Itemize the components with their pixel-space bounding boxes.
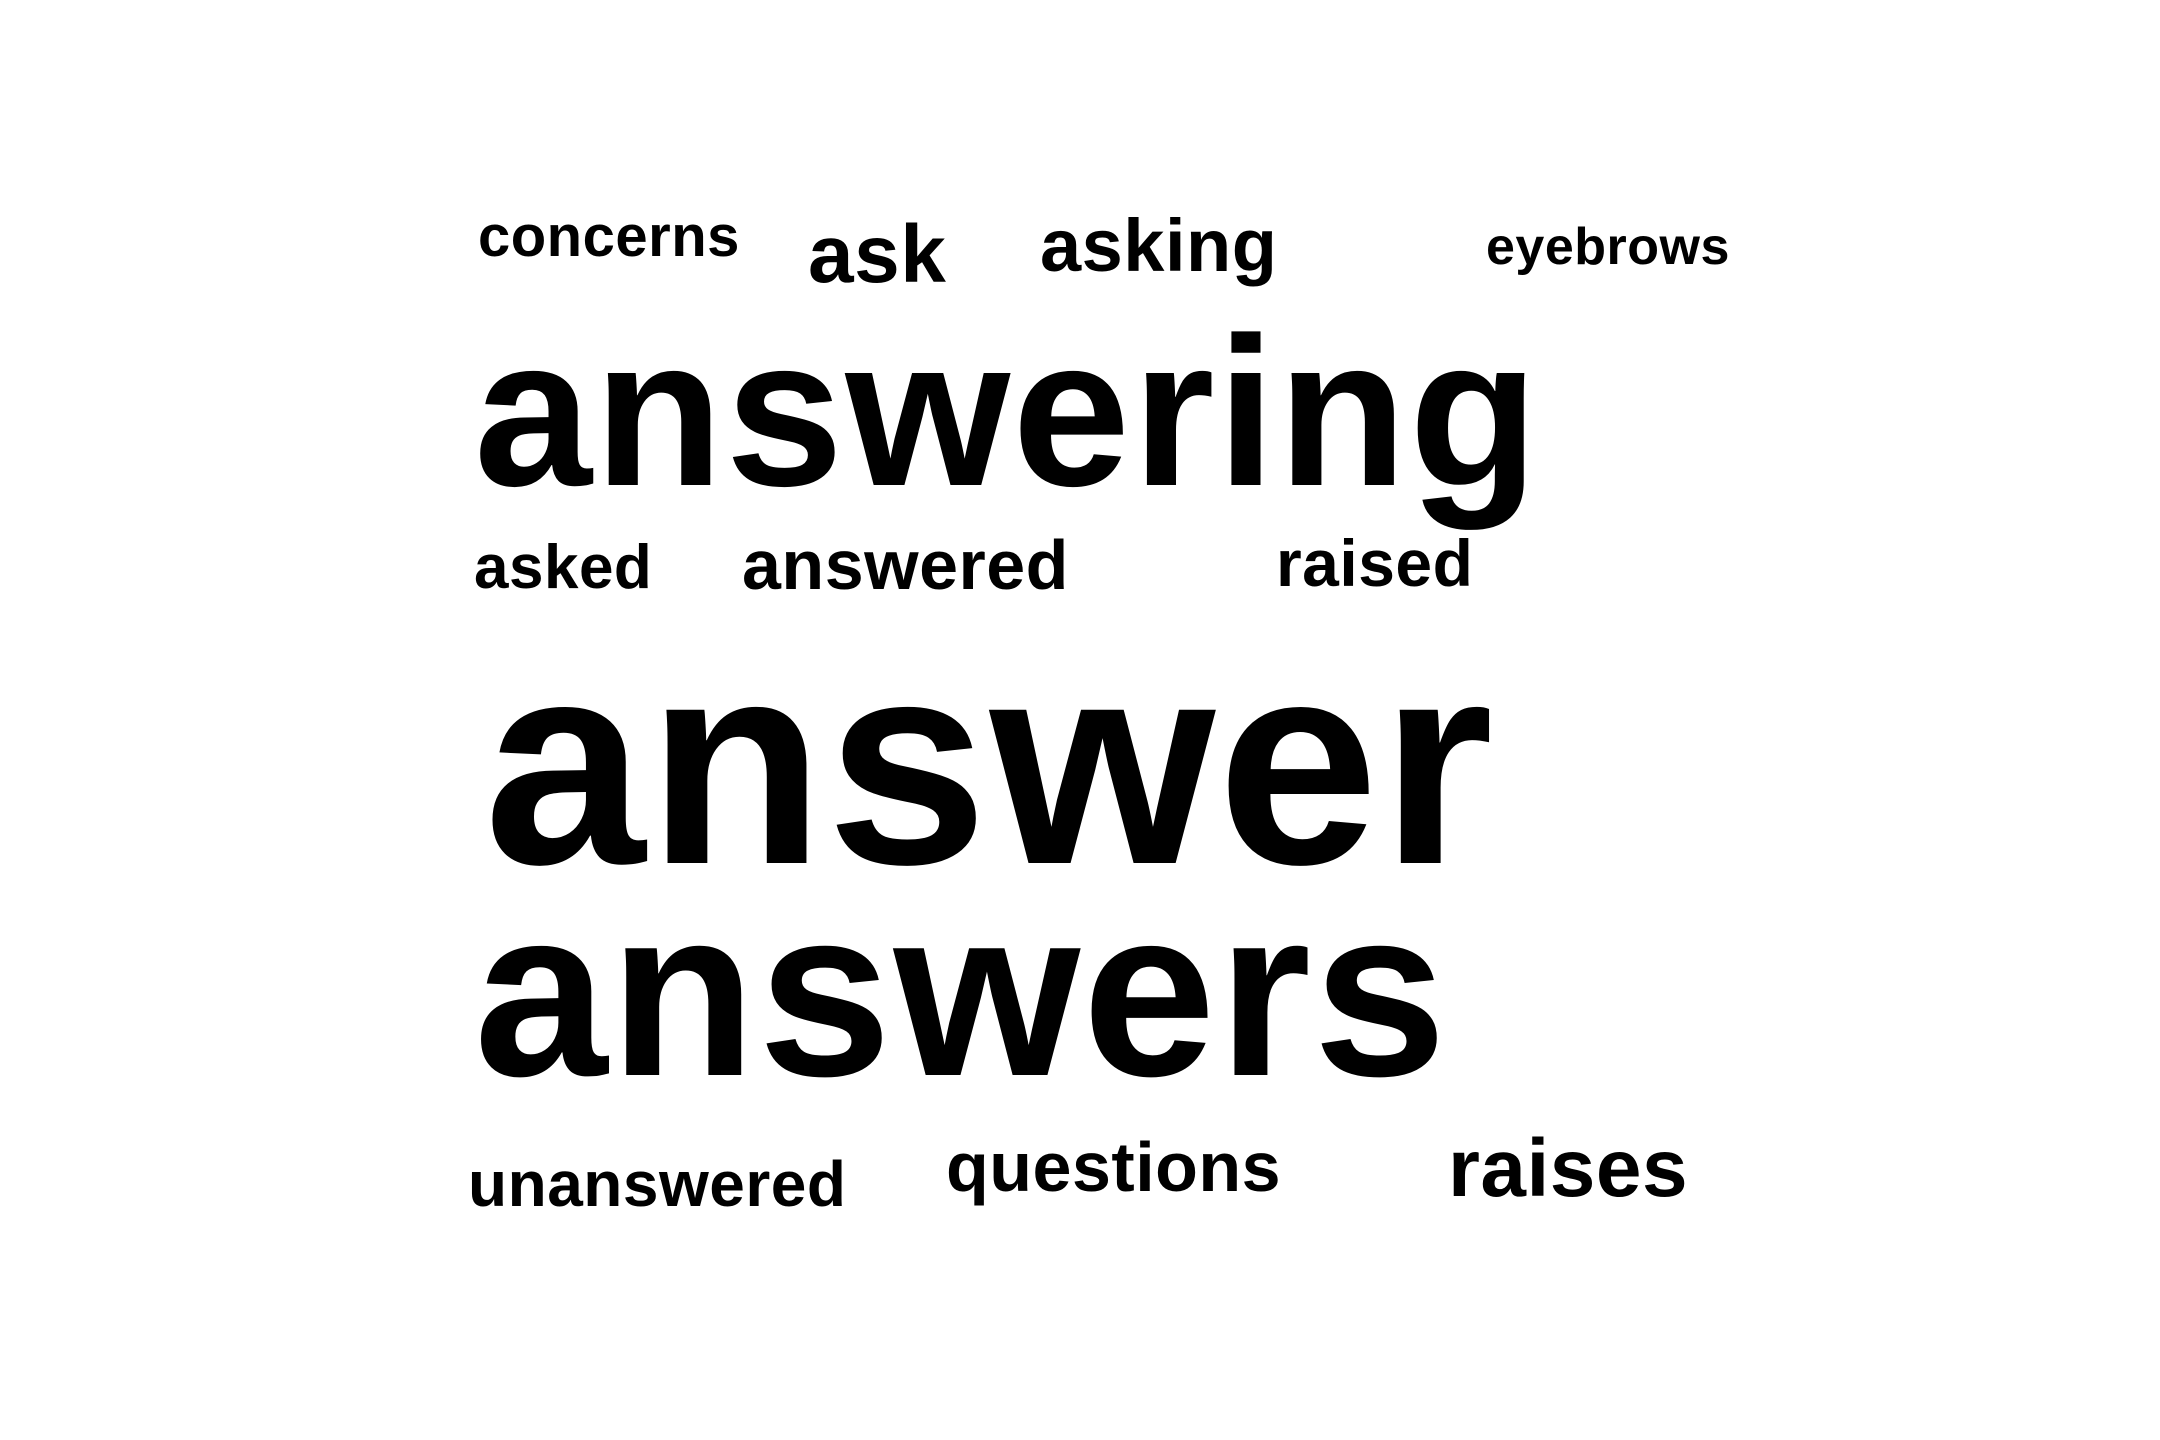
word-ask: ask: [808, 209, 947, 300]
word-raises: raises: [1448, 1123, 1689, 1214]
word-raised: raised: [1276, 526, 1474, 600]
word-eyebrows: eyebrows: [1486, 218, 1730, 276]
word-answering: answering: [474, 293, 1541, 530]
word-questions: questions: [946, 1128, 1282, 1206]
word-asked: asked: [474, 533, 653, 602]
word-answers: answers: [474, 858, 1449, 1126]
word-answer: answer: [484, 601, 1496, 925]
word-asking: asking: [1040, 204, 1278, 287]
word-concerns: concerns: [478, 204, 740, 269]
word-unanswered: unanswered: [468, 1148, 847, 1220]
word-answered: answered: [742, 526, 1069, 604]
